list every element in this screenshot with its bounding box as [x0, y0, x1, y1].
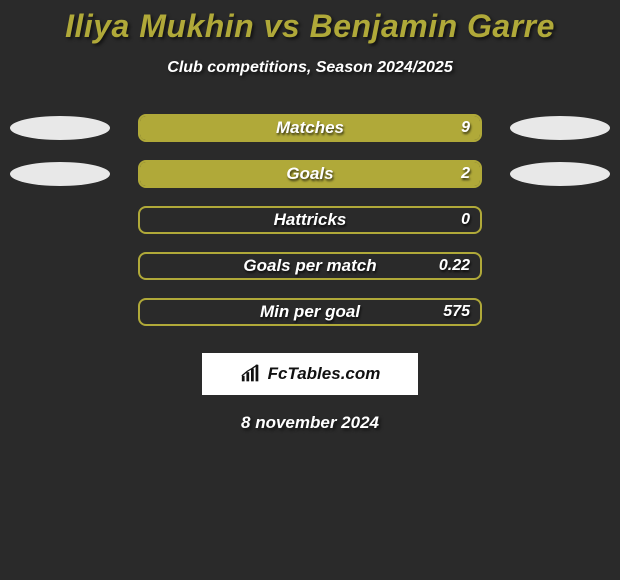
- stat-label: Hattricks: [140, 210, 480, 230]
- bar-chart-icon: [240, 363, 262, 385]
- stat-row: Goals2: [0, 151, 620, 197]
- stat-value: 575: [443, 303, 470, 321]
- stat-bar-fill: [140, 116, 480, 140]
- stat-bar: Goals2: [138, 160, 482, 188]
- stat-row: Min per goal575: [0, 289, 620, 335]
- stat-bar: Matches9: [138, 114, 482, 142]
- stat-label: Min per goal: [140, 302, 480, 322]
- player-right-marker: [510, 116, 610, 140]
- stat-value: 0.22: [439, 257, 470, 275]
- stat-bar: Min per goal575: [138, 298, 482, 326]
- stat-row: Matches9: [0, 105, 620, 151]
- stat-bar-fill: [140, 162, 480, 186]
- branding-text: FcTables.com: [268, 364, 381, 384]
- stat-value: 0: [461, 211, 470, 229]
- stat-rows-container: Matches9Goals2Hattricks0Goals per match0…: [0, 105, 620, 335]
- player-left-marker: [10, 162, 110, 186]
- branding-inner: FcTables.com: [240, 363, 381, 385]
- player-right-marker: [510, 162, 610, 186]
- stat-label: Goals per match: [140, 256, 480, 276]
- stat-row: Hattricks0: [0, 197, 620, 243]
- stat-bar: Hattricks0: [138, 206, 482, 234]
- snapshot-date: 8 november 2024: [0, 413, 620, 433]
- comparison-title: Iliya Mukhin vs Benjamin Garre: [0, 0, 620, 45]
- player-left-marker: [10, 116, 110, 140]
- comparison-subtitle: Club competitions, Season 2024/2025: [0, 59, 620, 77]
- stat-bar: Goals per match0.22: [138, 252, 482, 280]
- stat-row: Goals per match0.22: [0, 243, 620, 289]
- branding-box: FcTables.com: [202, 353, 418, 395]
